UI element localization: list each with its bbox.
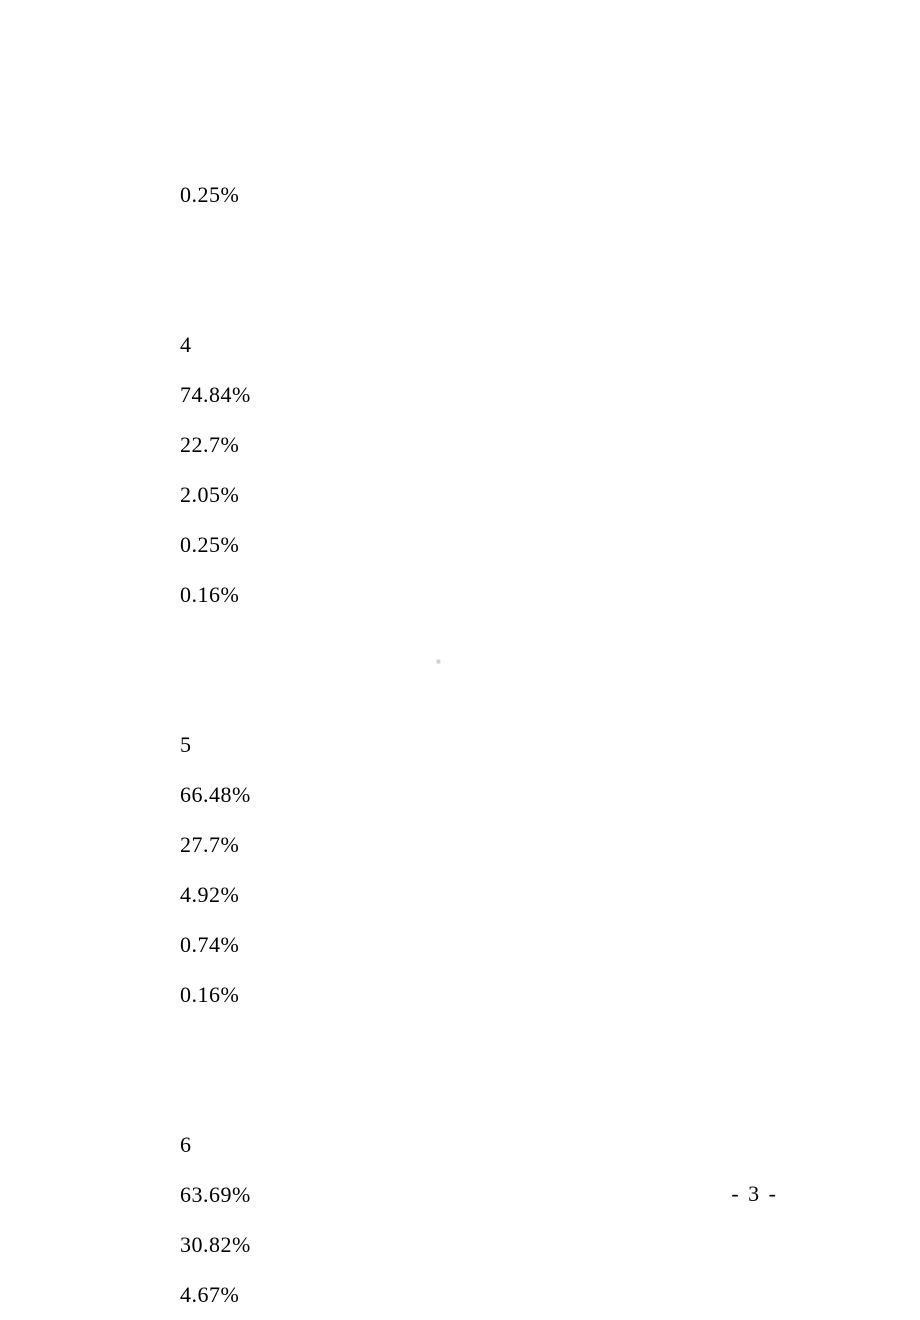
text-line: 0.16% <box>180 970 780 1020</box>
text-line: 2.05% <box>180 470 780 520</box>
text-line: 5 <box>180 720 780 770</box>
blank-line <box>180 670 780 720</box>
text-line: 63.69% <box>180 1170 780 1220</box>
text-line: 27.7% <box>180 820 780 870</box>
blank-line <box>180 1020 780 1070</box>
text-line: 66.48% <box>180 770 780 820</box>
text-line: 0.25% <box>180 170 780 220</box>
text-line: 6 <box>180 1120 780 1170</box>
text-line: 74.84% <box>180 370 780 420</box>
text-line: 4.92% <box>180 870 780 920</box>
text-line: 4 <box>180 320 780 370</box>
watermark-icon: ■ <box>436 657 442 663</box>
text-line: 22.7% <box>180 420 780 470</box>
blank-line <box>180 270 780 320</box>
document-page: 0.25% 4 74.84% 22.7% 2.05% 0.25% 0.16% 5… <box>0 0 920 1302</box>
blank-line <box>180 220 780 270</box>
text-line: 0.74% <box>180 920 780 970</box>
text-content: 0.25% 4 74.84% 22.7% 2.05% 0.25% 0.16% 5… <box>180 170 780 1320</box>
blank-line <box>180 1070 780 1120</box>
page-number: - 3 - <box>731 1181 778 1207</box>
text-line: 0.16% <box>180 570 780 620</box>
text-line: 0.25% <box>180 520 780 570</box>
text-line: 30.82% <box>180 1220 780 1270</box>
blank-line <box>180 620 780 670</box>
text-line: 4.67% <box>180 1270 780 1320</box>
